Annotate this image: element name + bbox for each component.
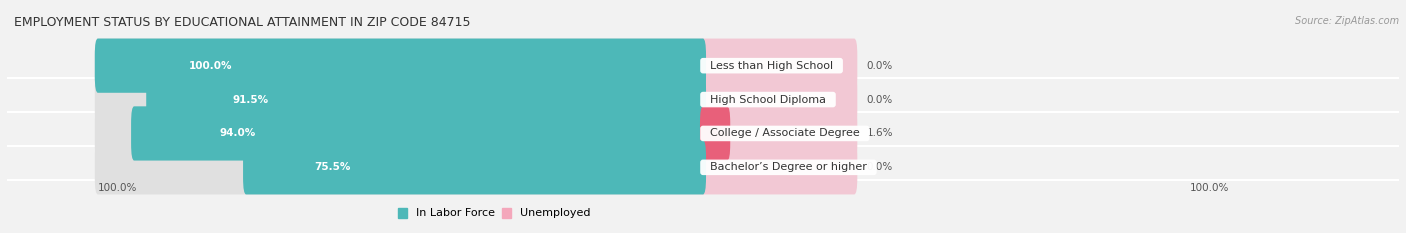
FancyBboxPatch shape [94,72,706,127]
Text: 100.0%: 100.0% [188,61,232,71]
Text: 75.5%: 75.5% [315,162,352,172]
FancyBboxPatch shape [94,38,706,93]
Text: 94.0%: 94.0% [219,128,256,138]
FancyBboxPatch shape [700,106,730,161]
FancyBboxPatch shape [94,38,706,93]
FancyBboxPatch shape [700,140,858,195]
FancyBboxPatch shape [94,106,706,161]
FancyBboxPatch shape [94,140,706,195]
Text: High School Diploma: High School Diploma [703,95,832,105]
FancyBboxPatch shape [700,72,858,127]
FancyBboxPatch shape [243,140,706,195]
Text: Less than High School: Less than High School [703,61,841,71]
Text: EMPLOYMENT STATUS BY EDUCATIONAL ATTAINMENT IN ZIP CODE 84715: EMPLOYMENT STATUS BY EDUCATIONAL ATTAINM… [14,16,471,29]
Text: Bachelor’s Degree or higher: Bachelor’s Degree or higher [703,162,875,172]
Text: 0.0%: 0.0% [866,61,893,71]
FancyBboxPatch shape [146,72,706,127]
Text: 1.6%: 1.6% [866,128,893,138]
Text: 100.0%: 100.0% [98,183,138,193]
Text: 100.0%: 100.0% [1189,183,1229,193]
Text: 91.5%: 91.5% [232,95,269,105]
Text: 0.0%: 0.0% [866,95,893,105]
FancyBboxPatch shape [700,106,858,161]
Text: Source: ZipAtlas.com: Source: ZipAtlas.com [1295,16,1399,26]
Text: 0.0%: 0.0% [866,162,893,172]
FancyBboxPatch shape [131,106,706,161]
Text: College / Associate Degree: College / Associate Degree [703,128,866,138]
Legend: In Labor Force, Unemployed: In Labor Force, Unemployed [394,203,595,223]
FancyBboxPatch shape [700,38,858,93]
